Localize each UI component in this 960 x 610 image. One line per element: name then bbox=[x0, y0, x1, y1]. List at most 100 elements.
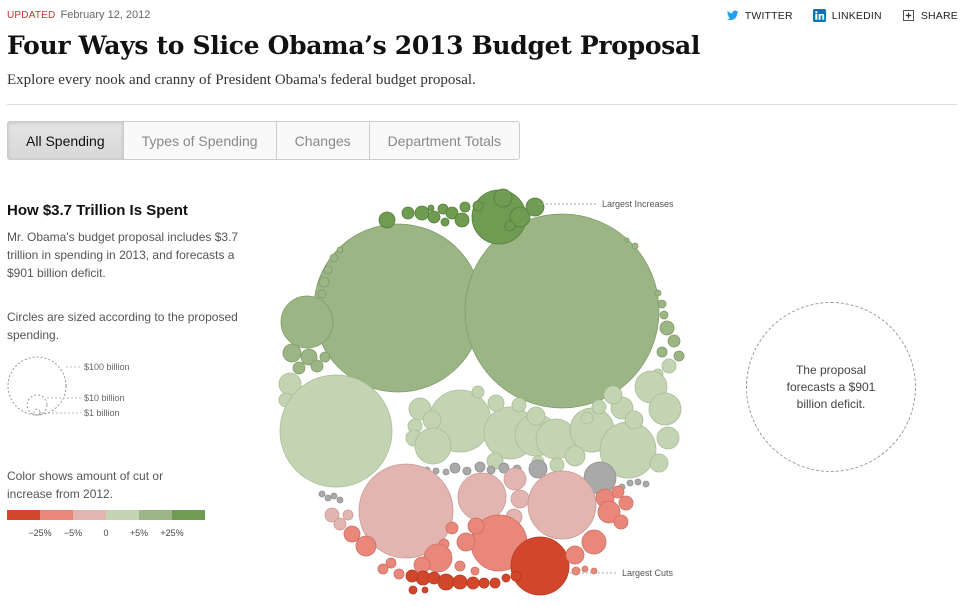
budget-bubble[interactable] bbox=[358, 463, 454, 559]
budget-bubble[interactable] bbox=[661, 358, 677, 374]
budget-bubble[interactable] bbox=[591, 399, 607, 415]
budget-bubble[interactable] bbox=[464, 213, 660, 409]
budget-bubble[interactable] bbox=[581, 565, 589, 573]
budget-bubble[interactable] bbox=[549, 457, 565, 473]
budget-bubble[interactable] bbox=[472, 200, 484, 212]
budget-bubble[interactable] bbox=[581, 529, 607, 555]
budget-bubble[interactable] bbox=[282, 343, 302, 363]
budget-bubble[interactable] bbox=[673, 350, 685, 362]
budget-bubble[interactable] bbox=[474, 461, 486, 473]
budget-bubble[interactable] bbox=[405, 569, 419, 583]
budget-bubble[interactable] bbox=[421, 586, 429, 594]
budget-bubble[interactable] bbox=[427, 210, 441, 224]
budget-bubble[interactable] bbox=[385, 557, 397, 569]
budget-bubble[interactable] bbox=[318, 490, 326, 498]
budget-bubble[interactable] bbox=[445, 206, 459, 220]
budget-bubble[interactable] bbox=[603, 385, 623, 405]
budget-bubble[interactable] bbox=[437, 573, 455, 591]
budget-bubble[interactable] bbox=[467, 517, 485, 535]
budget-bubble[interactable] bbox=[618, 495, 634, 511]
budget-bubble[interactable] bbox=[300, 348, 318, 366]
linkedin-button[interactable]: LINKEDIN bbox=[812, 9, 882, 22]
budget-bubble[interactable] bbox=[319, 351, 331, 363]
bubble-group[interactable] bbox=[278, 188, 685, 596]
budget-bubble[interactable] bbox=[471, 385, 485, 399]
budget-bubble[interactable] bbox=[624, 237, 630, 243]
budget-bubble[interactable] bbox=[279, 374, 393, 488]
budget-bubble[interactable] bbox=[510, 570, 522, 582]
budget-bubble[interactable] bbox=[510, 536, 570, 596]
budget-bubble[interactable] bbox=[323, 265, 333, 275]
budget-bubble[interactable] bbox=[498, 462, 510, 474]
budget-bubble[interactable] bbox=[462, 466, 472, 476]
budget-bubble[interactable] bbox=[414, 427, 452, 465]
budget-bubble[interactable] bbox=[310, 359, 324, 373]
budget-bubble[interactable] bbox=[452, 574, 468, 590]
budget-bubble[interactable] bbox=[654, 289, 662, 297]
budget-bubble[interactable] bbox=[564, 445, 586, 467]
budget-bubble[interactable] bbox=[526, 406, 546, 426]
budget-bubble[interactable] bbox=[504, 220, 516, 232]
budget-bubble[interactable] bbox=[393, 568, 405, 580]
budget-bubble[interactable] bbox=[445, 521, 459, 535]
budget-bubble[interactable] bbox=[454, 212, 470, 228]
budget-bubble[interactable] bbox=[580, 411, 594, 425]
budget-bubble[interactable] bbox=[626, 479, 634, 487]
budget-bubble[interactable] bbox=[510, 489, 530, 509]
budget-bubble[interactable] bbox=[459, 201, 471, 213]
budget-bubble[interactable] bbox=[486, 465, 496, 475]
tab-all-spending[interactable]: All Spending bbox=[8, 122, 124, 159]
budget-bubble-chart[interactable]: Largest Increases Largest Cuts bbox=[270, 180, 710, 600]
budget-bubble[interactable] bbox=[597, 500, 621, 524]
tab-department-totals[interactable]: Department Totals bbox=[369, 122, 520, 159]
budget-bubble[interactable] bbox=[503, 467, 527, 491]
budget-bubble[interactable] bbox=[470, 566, 480, 576]
budget-bubble[interactable] bbox=[493, 188, 513, 208]
twitter-button[interactable]: TWITTER bbox=[726, 9, 793, 22]
budget-bubble[interactable] bbox=[571, 566, 581, 576]
budget-bubble[interactable] bbox=[611, 485, 625, 499]
budget-bubble[interactable] bbox=[659, 310, 669, 320]
tab-types-of-spending[interactable]: Types of Spending bbox=[123, 122, 277, 159]
budget-bubble[interactable] bbox=[489, 577, 501, 589]
budget-bubble[interactable] bbox=[342, 509, 354, 521]
budget-bubble[interactable] bbox=[656, 346, 668, 358]
tab-changes[interactable]: Changes bbox=[276, 122, 370, 159]
budget-bubble[interactable] bbox=[454, 560, 466, 572]
budget-bubble[interactable] bbox=[414, 205, 430, 221]
budget-bubble[interactable] bbox=[440, 217, 450, 227]
budget-bubble[interactable] bbox=[330, 492, 338, 500]
budget-bubble[interactable] bbox=[487, 394, 505, 412]
budget-bubble[interactable] bbox=[642, 480, 650, 488]
budget-bubble[interactable] bbox=[401, 206, 415, 220]
budget-bubble[interactable] bbox=[292, 361, 306, 375]
budget-bubble[interactable] bbox=[432, 467, 440, 475]
budget-bubble[interactable] bbox=[336, 496, 344, 504]
budget-bubble[interactable] bbox=[336, 246, 344, 254]
budget-bubble[interactable] bbox=[317, 289, 327, 299]
budget-bubble[interactable] bbox=[565, 545, 585, 565]
budget-bubble[interactable] bbox=[667, 334, 681, 348]
budget-bubble[interactable] bbox=[413, 556, 431, 574]
budget-bubble[interactable] bbox=[634, 478, 642, 486]
share-button[interactable]: SHARE bbox=[902, 9, 958, 22]
budget-bubble[interactable] bbox=[457, 472, 507, 522]
budget-bubble[interactable] bbox=[333, 517, 347, 531]
budget-bubble[interactable] bbox=[280, 295, 334, 349]
budget-bubble[interactable] bbox=[478, 577, 490, 589]
budget-bubble[interactable] bbox=[509, 206, 531, 228]
budget-bubble[interactable] bbox=[355, 535, 377, 557]
budget-bubble[interactable] bbox=[329, 253, 339, 263]
budget-bubble[interactable] bbox=[613, 514, 629, 530]
budget-bubble[interactable] bbox=[377, 563, 389, 575]
budget-bubble[interactable] bbox=[427, 204, 435, 212]
budget-bubble[interactable] bbox=[422, 410, 442, 430]
budget-bubble[interactable] bbox=[528, 459, 548, 479]
budget-bubble[interactable] bbox=[511, 397, 527, 413]
budget-bubble[interactable] bbox=[324, 507, 340, 523]
budget-bubble[interactable] bbox=[466, 576, 480, 590]
budget-bubble[interactable] bbox=[525, 197, 545, 217]
budget-bubble[interactable] bbox=[378, 211, 396, 229]
budget-bubble[interactable] bbox=[656, 426, 680, 450]
budget-bubble[interactable] bbox=[324, 494, 332, 502]
